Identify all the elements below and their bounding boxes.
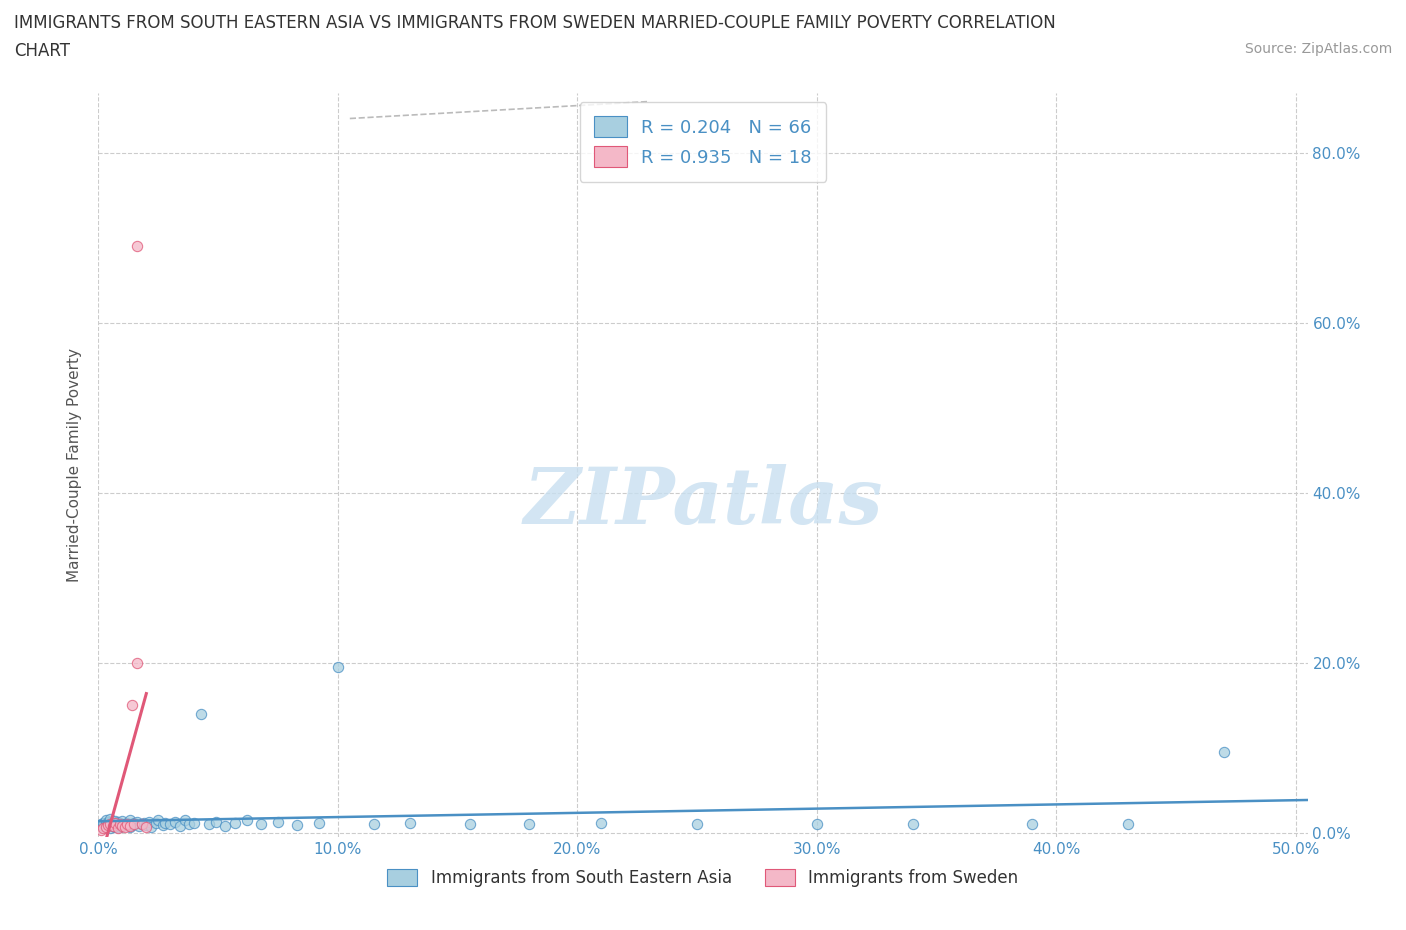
Point (125, 815, 148, 830)
Point (204, 815, 226, 830)
Point (224, 816, 246, 830)
Point (236, 813, 259, 828)
Point (114, 817, 136, 831)
Text: Source: ZipAtlas.com: Source: ZipAtlas.com (1244, 42, 1392, 56)
Point (108, 816, 131, 830)
Point (131, 817, 153, 831)
Point (104, 815, 127, 830)
Point (108, 817, 131, 831)
Point (100, 817, 122, 831)
Point (100, 820, 122, 835)
Point (94, 813, 117, 828)
Point (163, 815, 186, 830)
Point (101, 815, 124, 830)
Point (591, 816, 613, 830)
Point (91, 818, 114, 833)
Legend: Immigrants from South Eastern Asia, Immigrants from Sweden: Immigrants from South Eastern Asia, Immi… (380, 861, 1026, 896)
Point (101, 818, 124, 833)
Point (179, 817, 201, 831)
Point (131, 817, 153, 831)
Point (214, 818, 236, 833)
Point (91, 815, 114, 830)
Y-axis label: Married-Couple Family Poverty: Married-Couple Family Poverty (67, 348, 83, 582)
Point (139, 819, 162, 834)
Point (94, 817, 117, 831)
Point (100, 812, 122, 827)
Point (169, 818, 191, 833)
Point (363, 817, 385, 831)
Point (1116, 817, 1139, 831)
Point (132, 815, 155, 830)
Point (326, 659, 349, 674)
Text: IMMIGRANTS FROM SOUTH EASTERN ASIA VS IMMIGRANTS FROM SWEDEN MARRIED-COUPLE FAMI: IMMIGRANTS FROM SOUTH EASTERN ASIA VS IM… (14, 14, 1056, 32)
Point (125, 656, 148, 671)
Point (124, 817, 146, 831)
Point (138, 815, 160, 830)
Point (111, 818, 134, 833)
Point (118, 818, 141, 833)
Point (155, 815, 177, 830)
Point (1212, 745, 1234, 760)
Point (115, 817, 138, 831)
Point (94, 819, 117, 834)
Point (159, 817, 181, 831)
Point (121, 698, 143, 712)
Point (108, 819, 131, 834)
Point (97, 817, 120, 832)
Point (97, 817, 120, 832)
Point (90, 817, 112, 831)
Point (135, 819, 157, 834)
Point (458, 817, 481, 831)
Point (121, 817, 143, 832)
Point (114, 819, 136, 834)
Point (190, 706, 212, 721)
Point (135, 817, 157, 832)
Point (686, 817, 709, 831)
Point (152, 817, 174, 832)
Point (197, 817, 219, 831)
Point (398, 815, 420, 830)
Point (519, 817, 541, 831)
Text: CHART: CHART (14, 42, 70, 60)
Point (94, 819, 117, 834)
Point (115, 815, 138, 830)
Point (124, 816, 146, 830)
Point (118, 813, 141, 828)
Point (1021, 817, 1043, 831)
Point (901, 817, 924, 831)
Point (806, 817, 828, 831)
Point (308, 815, 330, 830)
Text: ZIPatlas: ZIPatlas (523, 464, 883, 540)
Point (91, 821, 114, 836)
Point (267, 815, 290, 830)
Point (128, 818, 150, 833)
Point (118, 819, 141, 834)
Point (173, 813, 195, 828)
Point (285, 817, 308, 832)
Point (107, 821, 129, 836)
Point (183, 815, 205, 830)
Point (250, 817, 273, 831)
Point (100, 816, 122, 830)
Point (101, 818, 124, 833)
Point (97, 815, 120, 830)
Point (111, 814, 134, 829)
Point (125, 239, 148, 254)
Point (148, 813, 170, 828)
Point (107, 817, 129, 832)
Point (104, 814, 127, 829)
Point (104, 819, 127, 834)
Point (107, 815, 129, 830)
Point (145, 816, 167, 830)
Point (90, 823, 112, 838)
Point (111, 818, 134, 833)
